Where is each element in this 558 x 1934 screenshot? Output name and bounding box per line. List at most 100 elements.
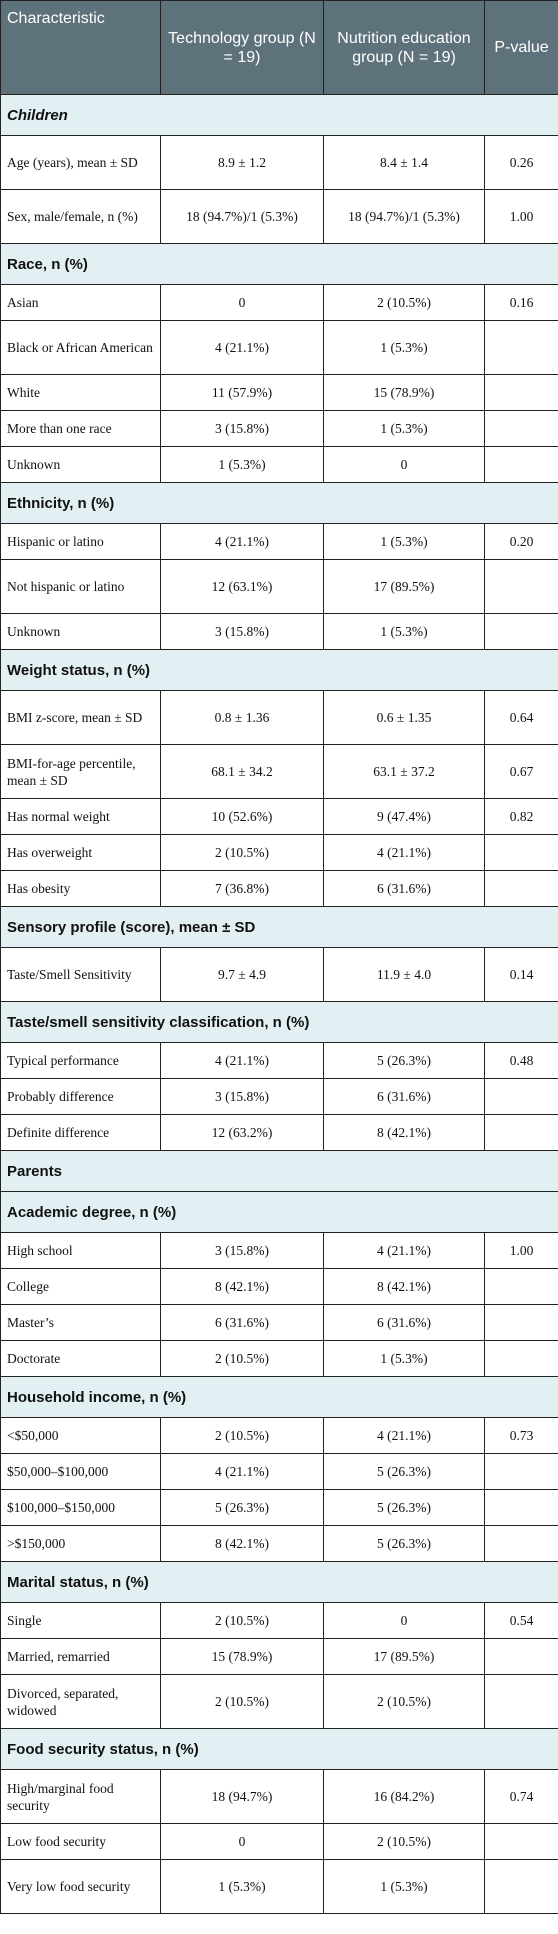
data-row: Doctorate 2 (10.5%) 1 (5.3%) — [0, 1340, 558, 1377]
cell: 1 (5.3%) — [323, 320, 485, 375]
cell: 17 (89.5%) — [323, 1638, 485, 1675]
row-label: Hispanic or latino — [0, 523, 161, 560]
cell: 2 (10.5%) — [323, 284, 485, 321]
cell — [484, 446, 558, 483]
row-label: Probably difference — [0, 1078, 161, 1115]
cell: 8 (42.1%) — [323, 1268, 485, 1305]
cell: 2 (10.5%) — [323, 1674, 485, 1729]
header-cell: P-value — [484, 0, 558, 95]
cell — [484, 1859, 558, 1914]
cell: 5 (26.3%) — [323, 1042, 485, 1079]
data-row: Asian 0 2 (10.5%) 0.16 — [0, 284, 558, 321]
header-cell: Nutrition education group (N = 19) — [323, 0, 485, 95]
section-title: Marital status, n (%) — [0, 1561, 558, 1603]
data-row: White 11 (57.9%) 15 (78.9%) — [0, 374, 558, 411]
row-label: White — [0, 374, 161, 411]
cell: 4 (21.1%) — [160, 1042, 324, 1079]
cell: 2 (10.5%) — [323, 1823, 485, 1860]
cell: 16 (84.2%) — [323, 1769, 485, 1824]
cell: 0 — [160, 284, 324, 321]
cell: 18 (94.7%)/1 (5.3%) — [160, 189, 324, 244]
row-label: Single — [0, 1602, 161, 1639]
section-title: Sensory profile (score), mean ± SD — [0, 906, 558, 948]
row-label: Age (years), mean ± SD — [0, 135, 161, 190]
data-row: Definite difference 12 (63.2%) 8 (42.1%) — [0, 1114, 558, 1151]
section-title: Ethnicity, n (%) — [0, 482, 558, 524]
data-row: $50,000–$100,000 4 (21.1%) 5 (26.3%) — [0, 1453, 558, 1490]
cell: 4 (21.1%) — [160, 1453, 324, 1490]
cell: 0 — [323, 446, 485, 483]
cell: 0.14 — [484, 947, 558, 1002]
cell: 0.16 — [484, 284, 558, 321]
cell — [484, 1268, 558, 1305]
cell: 17 (89.5%) — [323, 559, 485, 614]
cell: 11 (57.9%) — [160, 374, 324, 411]
data-row: Hispanic or latino 4 (21.1%) 1 (5.3%) 0.20 — [0, 523, 558, 560]
cell — [484, 410, 558, 447]
header-row: Characteristic Technology group (N = 19) N… — [0, 0, 558, 95]
data-row: $100,000–$150,000 5 (26.3%) 5 (26.3%) — [0, 1489, 558, 1526]
cell: 8 (42.1%) — [323, 1114, 485, 1151]
cell: 1 (5.3%) — [160, 1859, 324, 1914]
section-title: Household income, n (%) — [0, 1376, 558, 1418]
section-title: Taste/smell sensitivity classification, … — [0, 1001, 558, 1043]
cell: 0.6 ± 1.35 — [323, 690, 485, 745]
cell: 1 (5.3%) — [323, 410, 485, 447]
row-label: Unknown — [0, 613, 161, 650]
row-label: Black or African American — [0, 320, 161, 375]
data-row: Sex, male/female, n (%) 18 (94.7%)/1 (5.3… — [0, 189, 558, 244]
data-row: High/marginal food security 18 (94.7%) 16 … — [0, 1769, 558, 1824]
row-label: Definite difference — [0, 1114, 161, 1151]
row-label: Unknown — [0, 446, 161, 483]
row-label: Has obesity — [0, 870, 161, 907]
row-label: Married, remarried — [0, 1638, 161, 1675]
cell: 2 (10.5%) — [160, 1340, 324, 1377]
cell: 8.9 ± 1.2 — [160, 135, 324, 190]
cell: 7 (36.8%) — [160, 870, 324, 907]
cell — [484, 1340, 558, 1377]
data-row: Not hispanic or latino 12 (63.1%) 17 (89.5… — [0, 559, 558, 614]
row-label: $100,000–$150,000 — [0, 1489, 161, 1526]
data-row: BMI-for-age percentile, mean ± SD 68.1 ± … — [0, 744, 558, 799]
section-title: Race, n (%) — [0, 243, 558, 285]
row-label: >$150,000 — [0, 1525, 161, 1562]
data-row: Has obesity 7 (36.8%) 6 (31.6%) — [0, 870, 558, 907]
section-row: Ethnicity, n (%) — [0, 482, 558, 524]
data-row: High school 3 (15.8%) 4 (21.1%) 1.00 — [0, 1232, 558, 1269]
cell: 0.26 — [484, 135, 558, 190]
cell: 3 (15.8%) — [160, 410, 324, 447]
cell: 4 (21.1%) — [160, 320, 324, 375]
row-label: Doctorate — [0, 1340, 161, 1377]
cell: 0 — [160, 1823, 324, 1860]
data-row: >$150,000 8 (42.1%) 5 (26.3%) — [0, 1525, 558, 1562]
cell — [484, 374, 558, 411]
row-label: Taste/Smell Sensitivity — [0, 947, 161, 1002]
cell: 9.7 ± 4.9 — [160, 947, 324, 1002]
row-label: Asian — [0, 284, 161, 321]
cell: 3 (15.8%) — [160, 1078, 324, 1115]
row-label: BMI-for-age percentile, mean ± SD — [0, 744, 161, 799]
cell: 0.82 — [484, 798, 558, 835]
data-row: Master’s 6 (31.6%) 6 (31.6%) — [0, 1304, 558, 1341]
cell — [484, 870, 558, 907]
section-row: Sensory profile (score), mean ± SD — [0, 906, 558, 948]
cell — [484, 1638, 558, 1675]
cell: 0 — [323, 1602, 485, 1639]
row-label: High/marginal food security — [0, 1769, 161, 1824]
data-row: Unknown 1 (5.3%) 0 — [0, 446, 558, 483]
cell: 1 (5.3%) — [323, 613, 485, 650]
row-label: High school — [0, 1232, 161, 1269]
cell: 0.64 — [484, 690, 558, 745]
data-row: Low food security 0 2 (10.5%) — [0, 1823, 558, 1860]
cell: 5 (26.3%) — [323, 1525, 485, 1562]
cell: 0.54 — [484, 1602, 558, 1639]
section-row: Food security status, n (%) — [0, 1728, 558, 1770]
row-label: Has normal weight — [0, 798, 161, 835]
cell: 4 (21.1%) — [323, 834, 485, 871]
cell — [484, 1078, 558, 1115]
cell: 0.67 — [484, 744, 558, 799]
cell: 68.1 ± 34.2 — [160, 744, 324, 799]
data-row: College 8 (42.1%) 8 (42.1%) — [0, 1268, 558, 1305]
table-body: Children Age (years), mean ± SD 8.9 ± 1.2 8… — [0, 94, 558, 1914]
